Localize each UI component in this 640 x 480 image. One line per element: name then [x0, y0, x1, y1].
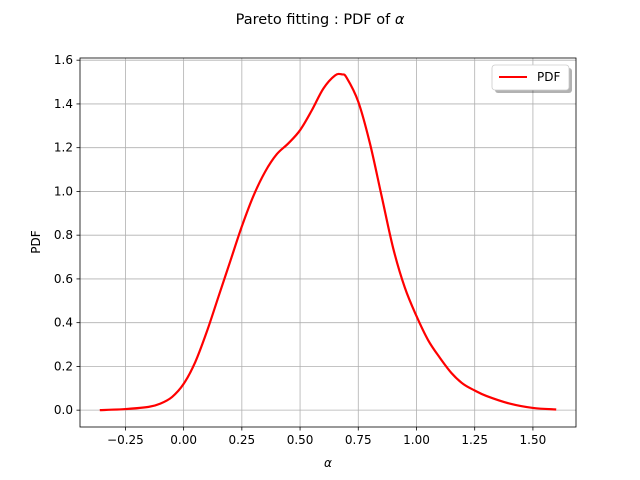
x-tick-label: −0.25: [107, 433, 144, 447]
y-tick-label: 1.6: [54, 53, 73, 67]
y-tick-label: 1.4: [54, 97, 73, 111]
y-tick-label: 1.0: [54, 184, 73, 198]
x-tick-label: 0.00: [170, 433, 197, 447]
x-tick-label: 0.25: [228, 433, 255, 447]
y-tick-label: 1.2: [54, 141, 73, 155]
plot-frame: [79, 57, 577, 428]
chart-title-prefix: Pareto fitting : PDF of: [236, 12, 395, 28]
y-tick-label: 0.6: [54, 272, 73, 286]
y-tick-label: 0.4: [54, 316, 73, 330]
legend: PDF: [491, 64, 572, 93]
y-tick-label: 0.8: [54, 228, 73, 242]
chart-title: Pareto fitting : PDF of α: [236, 12, 405, 28]
x-axis-label: α: [324, 456, 332, 470]
x-tick-label: 0.50: [287, 433, 314, 447]
x-tick-label: 1.25: [461, 433, 488, 447]
legend-label: PDF: [537, 70, 560, 84]
y-tick-label: 0.0: [54, 403, 73, 417]
series-layer: [99, 72, 557, 412]
x-tick-label: 1.50: [520, 433, 547, 447]
y-tick-label: 0.2: [54, 359, 73, 373]
chart-title-symbol: α: [395, 12, 405, 28]
y-axis-ticks: 0.0 0.2 0.4 0.6 0.8 1.0 1.2 1.4 1.6: [54, 53, 80, 417]
x-tick-label: 0.75: [345, 433, 372, 447]
y-axis-label: PDF: [29, 230, 43, 253]
legend-box: [491, 64, 570, 91]
pdf-series-line: [99, 72, 557, 412]
x-tick-label: 1.00: [403, 433, 430, 447]
grid: [80, 58, 576, 427]
x-axis-ticks: −0.25 0.00 0.25 0.50 0.75 1.00 1.25 1.50: [107, 427, 546, 447]
